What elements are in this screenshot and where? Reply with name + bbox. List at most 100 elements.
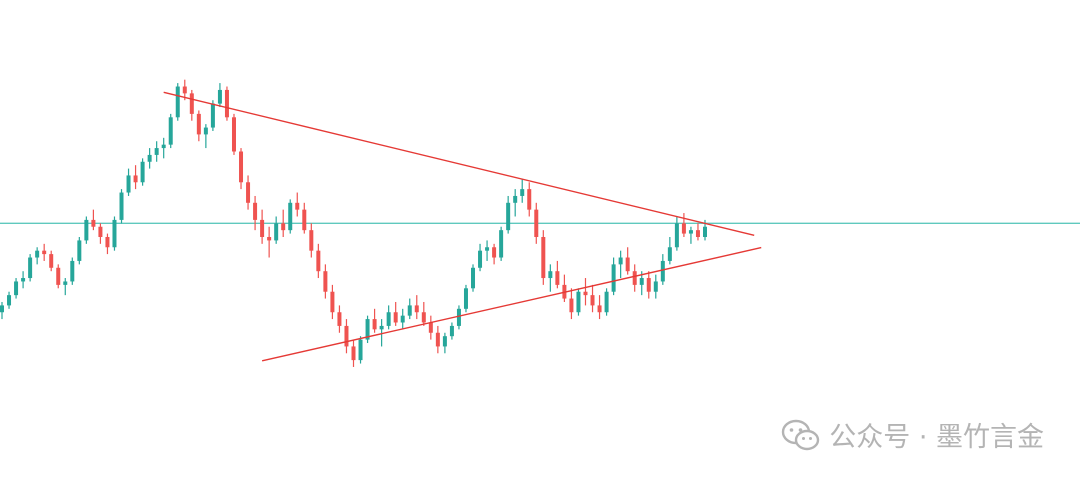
candle-body [56,267,61,285]
candle [154,141,159,162]
candle-body [358,339,363,361]
candles [0,79,707,367]
candle [442,332,447,354]
candle-body [175,86,180,118]
candle [323,264,328,299]
candle-body [632,271,637,285]
candle-body [267,237,272,241]
candle [253,195,258,231]
candle [513,189,518,217]
candle-body [196,113,201,135]
candle-body [295,202,300,210]
candle-body [154,148,159,155]
candle-body [260,219,265,237]
candle-body [625,257,630,272]
watermark-text: 公众号 · 墨竹言金 [829,422,1044,453]
candle [161,137,166,159]
candle [674,216,679,251]
candle-body [463,288,468,309]
candle-body [569,298,574,313]
candle [224,86,229,121]
candle [435,325,440,354]
candle-body [161,144,166,149]
candle-body [576,291,581,313]
candle [49,250,54,272]
candle-body [541,237,546,279]
candle-body [667,247,672,261]
candle-body [435,332,440,347]
candle-body [309,230,314,251]
candle-body [695,230,700,237]
candle [695,223,700,241]
candle-body [35,250,40,258]
candle-body [471,267,476,289]
candle [471,264,476,292]
candle [344,319,349,354]
candle [625,247,630,275]
candle-body [119,192,124,220]
candle-body [393,312,398,323]
candle-body [485,247,490,251]
candle [77,237,82,265]
candle-body [456,308,461,326]
candle-body [400,315,405,323]
candle [246,175,251,210]
candle-body [224,89,229,118]
candle [569,288,574,320]
candle [646,271,651,299]
candle [84,216,89,244]
candle [576,288,581,316]
candle-body [0,305,4,313]
candle [492,243,497,265]
candle-body [28,257,33,279]
candle [281,209,286,237]
candle [56,264,61,289]
candle-body [681,223,686,234]
candle-body [674,223,679,248]
trendlines [163,91,762,362]
candle [274,216,279,244]
candle [189,89,194,121]
candle [28,254,33,282]
candle [119,189,124,224]
candle-body [407,305,412,316]
candle-body [639,278,644,285]
candle-body [147,154,152,162]
candle-body [91,219,96,227]
candle [295,192,300,217]
candle-body [182,86,187,94]
candle [688,226,693,244]
candle [618,250,623,279]
candle [14,278,19,299]
candle-body [351,346,356,361]
candle-body [316,250,321,272]
candle [175,83,180,121]
candle [604,288,609,316]
candle [428,315,433,340]
candle-body [414,305,419,313]
candle-body [274,223,279,241]
candle-body [597,305,602,313]
candle [681,213,686,237]
candle-body [302,209,307,231]
candle-body [14,281,19,296]
candle [260,209,265,244]
candle-body [372,319,377,330]
candle [203,124,208,149]
candle-body [21,278,26,282]
candle-body [7,295,12,306]
candle-body [77,240,82,261]
candle [407,298,412,320]
candle [112,216,117,251]
candle-body [281,223,286,231]
candle [126,168,131,196]
candle-body [217,89,222,104]
candle [91,209,96,231]
candle-body [703,226,707,237]
candle [63,278,68,296]
candle [351,339,356,367]
candle [379,319,384,347]
candle [499,226,504,261]
candle-body [646,278,651,292]
